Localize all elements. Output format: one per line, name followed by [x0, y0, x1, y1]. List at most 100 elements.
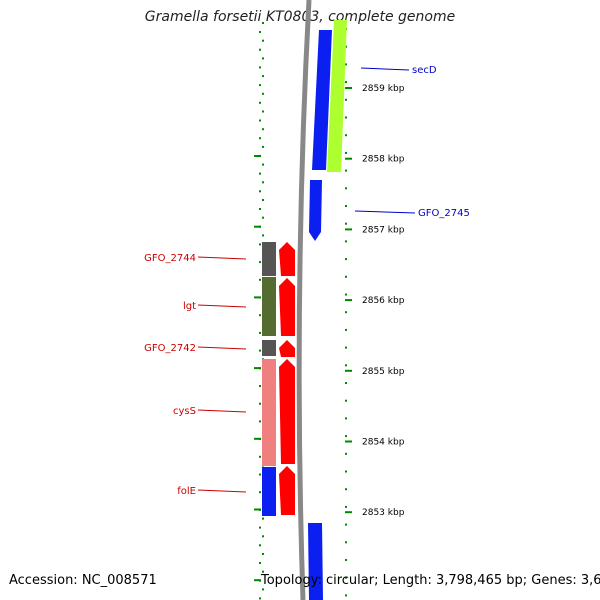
tick-dot — [345, 222, 347, 225]
tick-dot — [345, 346, 347, 349]
ruler-tick-left — [254, 296, 261, 299]
ruler-tick — [345, 511, 352, 514]
tick-dot — [345, 311, 347, 314]
tick-dot — [262, 39, 264, 42]
cog-bar-gfo-2744 — [262, 242, 276, 276]
ruler-tick-left — [254, 437, 261, 440]
tick-dot — [262, 588, 264, 591]
tick-dot — [262, 181, 264, 184]
tick-dot — [345, 594, 347, 597]
gene-label-gfo_2742: GFO_2742 — [144, 343, 196, 354]
cog-bar-gfo-2742 — [262, 340, 276, 356]
gene-label-gfo_2745: GFO_2745 — [418, 208, 470, 219]
tick-dot — [345, 240, 347, 243]
tick-dot — [259, 473, 261, 476]
tick-dot — [259, 48, 261, 51]
tick-dot — [259, 119, 261, 122]
tick-dot — [259, 31, 261, 33]
tick-dot — [259, 597, 261, 600]
tick-dot — [259, 278, 261, 281]
tick-dot — [259, 84, 261, 87]
gene-arrow-gfo-2742 — [279, 340, 295, 357]
tick-dot — [345, 417, 347, 420]
tick-dot — [262, 216, 264, 219]
gene-leader-gfo_2742 — [197, 346, 247, 350]
tick-dot — [259, 208, 261, 210]
ruler-tick-left — [254, 508, 261, 511]
gene-label-lgt: lgt — [183, 301, 196, 312]
tick-dot — [262, 128, 264, 131]
gene-arrow-gfo-2745 — [309, 180, 322, 241]
tick-dot — [345, 364, 347, 367]
tick-dot — [259, 101, 261, 104]
tick-dot — [262, 199, 264, 201]
gene-leader-fole — [197, 489, 247, 493]
tick-dot — [345, 81, 347, 84]
tick-dot — [345, 134, 347, 137]
gene-label-cyss: cysS — [173, 406, 196, 417]
gene-arrow-gfo-2744 — [279, 242, 295, 276]
tick-dot — [259, 385, 261, 387]
tick-dot — [345, 293, 347, 296]
ruler-tick-label: 2854 kbp — [362, 438, 405, 448]
tick-dot — [259, 491, 261, 494]
gene-label-fole: folE — [177, 486, 196, 497]
tick-dot — [345, 452, 347, 455]
tick-dot — [345, 275, 347, 278]
gene-leader-lgt — [197, 304, 247, 308]
ruler-tick-left — [254, 225, 261, 228]
tick-dot — [262, 92, 264, 95]
tick-dot — [262, 517, 264, 520]
ruler-tick-label: 2859 kbp — [362, 84, 405, 94]
ruler-tick — [345, 87, 352, 89]
tick-dot — [259, 420, 261, 423]
gene-label-secd: secD — [412, 65, 437, 76]
ruler-tick-label: 2858 kbp — [362, 155, 405, 165]
ruler-tick-left — [254, 155, 261, 157]
tick-dot — [345, 45, 347, 48]
accession-label: Accession: NC_008571 — [9, 573, 157, 588]
tick-dot — [259, 66, 261, 69]
ruler-tick — [345, 157, 352, 160]
gene-arrow-fole — [279, 466, 295, 515]
tick-dot — [259, 544, 261, 547]
ruler-tick-label: 2855 kbp — [362, 367, 405, 377]
tick-dot — [262, 163, 264, 166]
gene-leader-secd — [360, 67, 410, 71]
tick-dot — [345, 435, 347, 438]
tick-dot — [345, 98, 347, 101]
tick-dot — [345, 382, 347, 384]
ruler-tick — [345, 369, 352, 372]
backbone-arc — [296, 0, 312, 600]
tick-dot — [259, 562, 261, 564]
ruler-tick-left — [254, 579, 261, 582]
ruler-tick-label: 2857 kbp — [362, 225, 405, 235]
tick-dot — [345, 151, 347, 154]
tick-dot — [262, 535, 264, 538]
tick-dot — [345, 205, 347, 207]
gene-arrow-cyss — [279, 359, 295, 464]
cog-bar-cyss — [262, 359, 276, 466]
gene-arrow-next — [308, 523, 323, 600]
cog-bar-lgt — [262, 277, 276, 336]
ruler-tick — [345, 228, 352, 231]
cog-bar-fole — [262, 467, 276, 516]
tick-dot — [259, 526, 261, 529]
tick-dot — [345, 505, 347, 508]
tick-dot — [259, 172, 261, 175]
ruler-tick — [345, 440, 352, 443]
tick-dot — [259, 261, 261, 264]
gene-arrow-secd — [312, 30, 332, 170]
tick-dot — [259, 243, 261, 246]
gene-label-gfo_2744: GFO_2744 — [144, 253, 196, 264]
tick-dot — [345, 541, 347, 544]
tick-dot — [262, 145, 264, 148]
tick-dot — [345, 523, 347, 526]
ruler-tick-label: 2853 kbp — [362, 508, 405, 518]
tick-dot — [259, 402, 261, 405]
tick-dot — [259, 349, 261, 352]
tick-dot — [345, 63, 347, 66]
tick-dot — [262, 570, 264, 573]
